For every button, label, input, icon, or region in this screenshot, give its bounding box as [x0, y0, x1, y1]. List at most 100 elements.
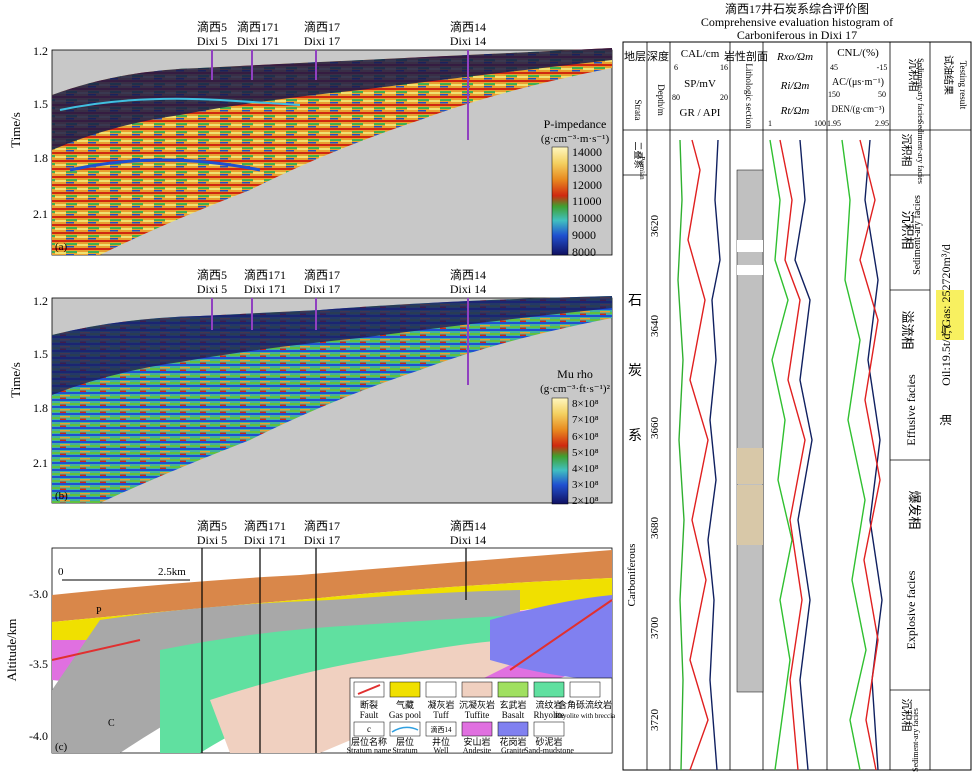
legend: 断裂 Fault 气藏 Gas pool 凝灰岩 Tuff 沉凝灰岩 Tuffi… — [347, 677, 616, 755]
well-a-en: Dixi 17 — [304, 34, 340, 48]
colorbar-b-tick: 7×10⁸ — [572, 414, 599, 426]
colorbar-a-tick: 12000 — [572, 178, 602, 192]
col-cal: CAL/cm — [681, 48, 720, 60]
stratum-c: C — [108, 718, 115, 729]
col-test-en: Testing result — [958, 61, 968, 110]
test-oil-cn: 油 — [939, 414, 953, 426]
well-b-cn: 滴西17 — [304, 267, 340, 282]
panel-a-label: (a) — [55, 241, 68, 253]
strata-carb-cn: 炭 — [628, 363, 642, 379]
facies-en: Sediment-ary facies — [916, 120, 925, 184]
panel-c-ytick: -4.0 — [29, 729, 48, 743]
cnl-min: 45 — [830, 63, 838, 72]
legend-cn: 含角砾流纹岩 — [558, 699, 612, 710]
sp-max: 20 — [720, 93, 728, 102]
depth-tick: 3620 — [649, 215, 661, 238]
scale-zero: 0 — [58, 566, 64, 578]
well-b-en: Dixi 14 — [450, 282, 486, 296]
col-facies-cn: 沉积相 — [907, 59, 920, 92]
well-c-cn: 滴西171 — [244, 518, 286, 533]
legend-en: Stratum — [392, 746, 418, 755]
colorbar-b-title: Mu rho — [557, 367, 593, 381]
colorbar-b — [551, 397, 569, 505]
col-ac: AC/(μs·m⁻¹) — [832, 77, 884, 88]
scale-length: 2.5km — [158, 566, 186, 578]
legend-en: Fault — [360, 710, 379, 720]
depth-tick: 3700 — [649, 617, 661, 640]
col-lith-cn: 岩性剖面 — [724, 49, 768, 63]
col-strata-cn: 地层 — [624, 50, 646, 63]
log-title-en2: Carboniferous in Dixi 17 — [737, 28, 857, 42]
col-rt: Rt/Ωm — [780, 105, 810, 117]
panel-b-ytick: 1.2 — [33, 294, 48, 308]
panel-a-ytick: 1.8 — [33, 151, 48, 165]
strata-carb-cn: 系 — [628, 428, 642, 444]
legend-en: Sand-mudstone — [524, 746, 574, 755]
legend-cn: 气藏 — [396, 699, 414, 710]
well-log: 滴西17井石炭系综合评价图 Comprehensive evaluation h… — [622, 1, 972, 772]
colorbar-a-tick: 10000 — [572, 211, 602, 225]
well-b-en: Dixi 5 — [197, 282, 227, 296]
well-a-cn: 滴西171 — [237, 19, 279, 34]
panel-c-ytick: -3.0 — [29, 587, 48, 601]
well-b-en: Dixi 171 — [244, 282, 286, 296]
den-min: 1.95 — [827, 119, 841, 128]
colorbar-b-tick: 5×10⁸ — [572, 447, 599, 459]
res-max: 100 — [814, 119, 826, 128]
facies-en: Explosive facies — [904, 570, 918, 649]
panel-b-ylabel: Time/s — [8, 362, 23, 398]
colorbar-a-tick: 9000 — [572, 228, 596, 242]
legend-symbol: 滴西14 — [431, 725, 452, 734]
col-strata-en: Strata — [633, 100, 643, 121]
well-c-en: Dixi 14 — [450, 533, 486, 547]
well-c-en: Dixi 171 — [244, 533, 286, 547]
well-a-cn: 滴西5 — [197, 19, 227, 34]
panel-a-ylabel: Time/s — [8, 112, 23, 148]
col-rxo: Rxo/Ωm — [776, 51, 813, 63]
depth-tick: 3680 — [649, 517, 661, 540]
panel-c-ylabel: Altitude/km — [4, 619, 19, 682]
strata-carb-en: Carboniferous — [626, 544, 638, 607]
col-test-cn: 试油结果 — [942, 55, 955, 95]
legend-cn: 流纹岩 — [535, 699, 562, 710]
panel-b-ytick: 2.1 — [33, 456, 48, 470]
col-sp: SP/mV — [684, 78, 716, 90]
log-title-cn: 滴西17井石炭系综合评价图 — [725, 1, 869, 16]
panel-c-ytick: -3.5 — [29, 657, 48, 671]
facies-en: Sediment-ary facies — [912, 195, 923, 275]
colorbar-a-tick: 13000 — [572, 161, 602, 175]
colorbar-a-tick: 14000 — [572, 145, 602, 159]
cal-max: 16 — [720, 63, 728, 72]
colorbar-a — [551, 146, 569, 256]
depth-tick: 3660 — [649, 417, 661, 440]
legend-en: Andesite — [463, 746, 492, 755]
legend-en: Stratum name — [347, 746, 392, 755]
test-gas-cn: 气 — [940, 325, 953, 335]
legend-cn: 井位 — [432, 736, 450, 747]
strata-permian: 二叠系 — [633, 141, 643, 168]
colorbar-b-unit: (g·cm⁻³·ft·s⁻¹)² — [540, 383, 610, 395]
colorbar-a-tick: 11000 — [572, 194, 602, 208]
col-cnl: CNL/(%) — [837, 47, 879, 59]
well-b-cn: 滴西14 — [450, 267, 486, 282]
facies-cn: 爆发相 — [907, 490, 922, 529]
test-highlight — [936, 290, 964, 340]
colorbar-b-tick: 3×10⁸ — [572, 479, 599, 491]
strata-permian-en: Permian — [638, 156, 646, 180]
panel-b-ytick: 1.8 — [33, 401, 48, 415]
legend-cn: 断裂 — [360, 699, 378, 710]
facies-cn: 沉积相 — [900, 699, 913, 732]
legend-cn: 层位名称 — [351, 736, 387, 747]
legend-en: Granite — [501, 746, 525, 755]
ac-min: 150 — [828, 90, 840, 99]
legend-en: Tuff — [433, 710, 449, 720]
legend-en: Rhyolite with breccia — [555, 712, 616, 720]
legend-cn: 砂泥岩 — [535, 736, 562, 747]
ac-max: 50 — [878, 90, 886, 99]
well-c-cn: 滴西14 — [450, 518, 486, 533]
log-title-en1: Comprehensive evaluation histogram of — [701, 15, 893, 29]
well-a-en: Dixi 171 — [237, 34, 279, 48]
legend-en: Tuffite — [465, 710, 490, 720]
panel-a-ytick: 1.5 — [33, 97, 48, 111]
legend-cn: 玄武岩 — [499, 699, 526, 710]
